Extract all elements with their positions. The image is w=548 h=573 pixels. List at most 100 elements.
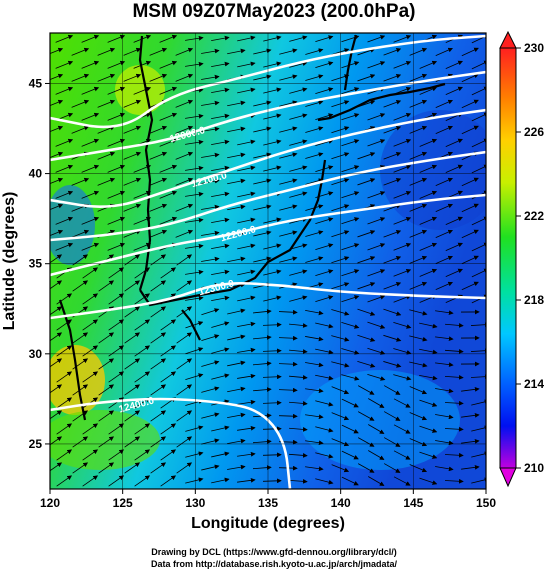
wind-arrow (71, 73, 90, 82)
wind-arrow (82, 449, 99, 461)
wind-arrow (419, 164, 438, 173)
y-tick-label: 30 (29, 347, 43, 361)
wind-arrow (237, 139, 256, 146)
wind-arrow (263, 217, 282, 224)
wind-arrow (211, 425, 230, 432)
wind-arrow (305, 336, 324, 342)
wind-arrow (150, 462, 167, 474)
wind-arrow (263, 113, 282, 120)
wind-arrow (315, 322, 334, 329)
wind-arrow (315, 426, 334, 433)
wind-arrow (237, 61, 256, 68)
wind-arrow (383, 47, 402, 56)
wind-arrow (279, 152, 298, 159)
wind-arrow (289, 61, 308, 68)
wind-arrow (367, 113, 386, 121)
wind-arrow (150, 332, 167, 344)
wind-arrow (331, 100, 350, 108)
wind-arrow (108, 371, 125, 383)
y-tick-label: 25 (29, 437, 43, 451)
wind-arrow (149, 177, 168, 186)
wind-arrow (97, 73, 116, 82)
wind-arrow (393, 294, 412, 303)
wind-arrow (201, 256, 220, 262)
wind-arrow (279, 74, 298, 81)
wind-arrow (201, 438, 220, 445)
wind-arrow (227, 464, 246, 470)
wind-arrow (279, 256, 298, 263)
wind-arrow (393, 138, 412, 147)
wind-arrow (71, 177, 90, 186)
wind-arrow (134, 371, 151, 383)
colorbar-tick-label: 218 (524, 293, 544, 307)
wind-arrow (289, 165, 308, 172)
wind-arrow (341, 269, 360, 277)
wind-arrow (72, 332, 89, 344)
wind-arrow (201, 204, 220, 210)
wind-arrow (305, 388, 324, 394)
wind-arrow (289, 35, 308, 42)
wind-arrow (444, 348, 464, 354)
wind-arrow (368, 450, 385, 460)
wind-arrow (279, 48, 298, 55)
wind-arrow (288, 452, 308, 458)
wind-arrow (315, 61, 334, 68)
wind-arrow (341, 450, 359, 460)
wind-arrow (237, 269, 256, 276)
wind-arrow (341, 348, 360, 355)
wind-arrow (82, 475, 99, 487)
wind-arrow (461, 255, 479, 265)
wind-arrow (263, 61, 282, 68)
wind-arrow (159, 60, 178, 69)
wind-arrow (435, 388, 454, 394)
wind-arrow (461, 229, 479, 239)
wind-arrow (367, 35, 386, 43)
wind-arrow (134, 293, 151, 305)
wind-arrow (237, 347, 256, 353)
wind-arrow (444, 478, 464, 484)
wind-arrow (108, 475, 125, 487)
wind-arrow (185, 191, 204, 197)
wind-arrow (279, 204, 298, 211)
wind-arrow (288, 401, 308, 406)
wind-arrow (175, 177, 194, 186)
x-axis-label: Longitude (degrees) (191, 515, 345, 532)
wind-arrow (445, 138, 463, 148)
wind-arrow (56, 293, 73, 305)
wind-arrow (150, 410, 167, 422)
wind-arrow (50, 125, 64, 133)
wind-arrow (315, 243, 334, 250)
wind-arrow (134, 345, 151, 357)
wind-arrow (409, 438, 428, 447)
wind-arrow (176, 410, 193, 422)
wind-arrow (133, 190, 152, 199)
colorbar-scale (499, 47, 517, 469)
wind-arrow (305, 440, 324, 446)
wind-arrow (72, 410, 89, 422)
wind-arrow (419, 451, 438, 459)
wind-arrow (211, 35, 230, 42)
wind-arrow (185, 243, 204, 249)
wind-arrow (341, 321, 360, 329)
wind-arrow (305, 362, 324, 368)
wind-arrow (134, 475, 151, 487)
wind-arrow (107, 34, 126, 43)
wind-arrow (367, 269, 386, 277)
wind-arrow (288, 427, 308, 432)
wind-arrow (262, 348, 282, 354)
wind-arrow (315, 269, 334, 276)
wind-arrow (357, 334, 376, 342)
wind-arrow (435, 466, 454, 472)
wind-arrow (341, 139, 360, 147)
colorbar-tick-label: 222 (524, 209, 544, 223)
wind-arrow (211, 87, 230, 94)
wind-arrow (357, 282, 376, 290)
wind-arrow (444, 426, 464, 432)
wind-arrow (185, 35, 204, 41)
wind-arrow (98, 436, 115, 448)
wind-arrow (50, 410, 63, 420)
wind-arrow (211, 113, 230, 120)
wind-arrow (279, 126, 298, 133)
wind-arrow (445, 216, 463, 226)
